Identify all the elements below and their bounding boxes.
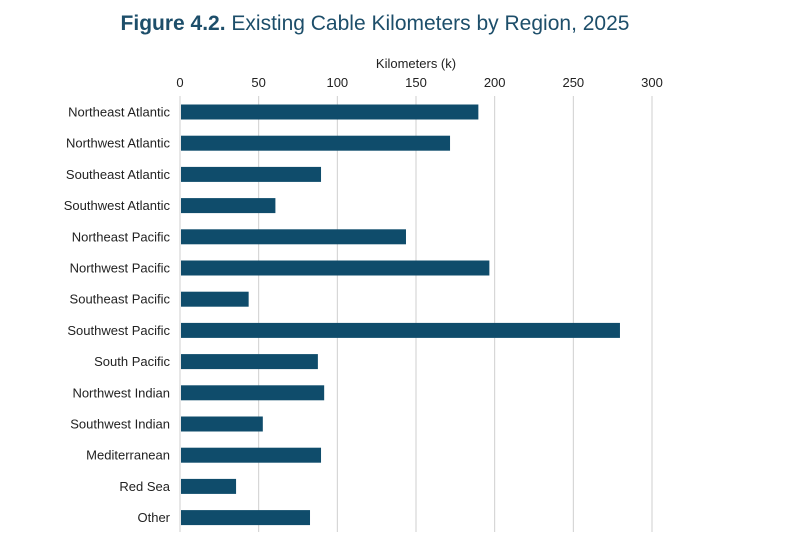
category-label-10: Southwest Indian bbox=[70, 417, 170, 432]
bar-13 bbox=[181, 510, 311, 526]
x-axis-ticks: 0 50 100 150 200 250 300 bbox=[176, 75, 662, 90]
category-label-0: Northeast Atlantic bbox=[68, 105, 170, 120]
bar-7 bbox=[181, 322, 620, 338]
bar-3 bbox=[181, 198, 276, 214]
category-labels: Northeast Atlantic Northwest Atlantic Sout… bbox=[64, 105, 171, 526]
bars bbox=[181, 104, 620, 526]
bar-8 bbox=[181, 354, 318, 370]
x-tick-label-5: 250 bbox=[562, 75, 584, 90]
bar-9 bbox=[181, 385, 325, 401]
category-label-5: Northwest Pacific bbox=[70, 261, 171, 276]
category-label-9: Northwest Indian bbox=[72, 385, 170, 400]
bar-11 bbox=[181, 447, 322, 463]
bar-10 bbox=[181, 416, 263, 432]
bar-1 bbox=[181, 135, 451, 151]
x-tick-label-3: 150 bbox=[405, 75, 427, 90]
category-label-6: Southeast Pacific bbox=[70, 292, 171, 307]
title-text: Existing Cable Kilometers by Region, 202… bbox=[231, 12, 630, 35]
figure-number: Figure 4.2. bbox=[120, 12, 226, 35]
category-label-12: Red Sea bbox=[119, 479, 170, 494]
x-axis-label: Kilometers (k) bbox=[376, 56, 456, 71]
category-label-3: Southwest Atlantic bbox=[64, 198, 171, 213]
x-tick-label-2: 100 bbox=[326, 75, 348, 90]
x-tick-label-1: 50 bbox=[251, 75, 265, 90]
bar-12 bbox=[181, 478, 237, 494]
category-label-8: South Pacific bbox=[94, 354, 170, 369]
chart-title: Figure 4.2. Existing Cable Kilometers by… bbox=[0, 12, 750, 36]
bar-5 bbox=[181, 260, 490, 276]
category-label-7: Southwest Pacific bbox=[67, 323, 170, 338]
gridlines bbox=[179, 96, 653, 532]
bar-6 bbox=[181, 291, 249, 307]
x-tick-label-6: 300 bbox=[641, 75, 663, 90]
category-label-13: Other bbox=[137, 510, 170, 525]
category-label-11: Mediterranean bbox=[86, 448, 170, 463]
category-label-4: Northeast Pacific bbox=[72, 229, 171, 244]
x-tick-label-4: 200 bbox=[484, 75, 506, 90]
x-tick-label-0: 0 bbox=[176, 75, 183, 90]
category-label-1: Northwest Atlantic bbox=[66, 136, 171, 151]
bar-4 bbox=[181, 229, 406, 245]
bar-2 bbox=[181, 166, 322, 182]
category-label-2: Southeast Atlantic bbox=[66, 167, 171, 182]
bar-0 bbox=[181, 104, 479, 120]
